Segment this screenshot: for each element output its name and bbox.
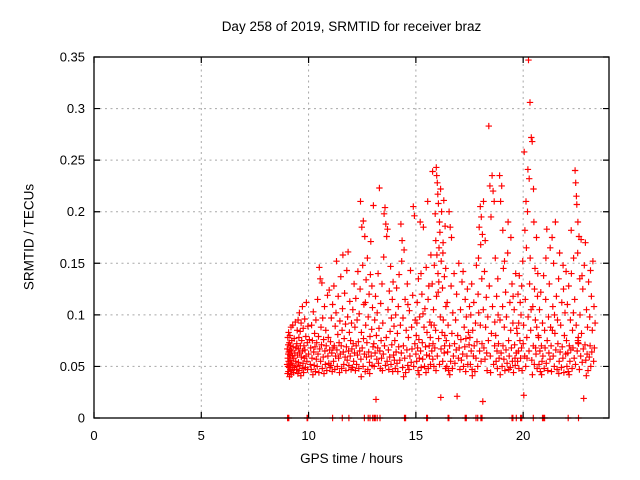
y-axis-label: SRMTID / TECUs bbox=[21, 183, 37, 291]
y-tick-label: 0.05 bbox=[60, 359, 85, 374]
x-axis-label: GPS time / hours bbox=[300, 451, 403, 466]
x-tick-label: 10 bbox=[301, 428, 315, 443]
x-tick-labels: 0 5 10 15 20 bbox=[90, 428, 530, 443]
y-tick-label: 0.35 bbox=[60, 50, 85, 65]
x-tick-label: 5 bbox=[198, 428, 205, 443]
y-tick-label: 0.15 bbox=[60, 256, 85, 271]
y-tick-label: 0.2 bbox=[67, 204, 85, 219]
plot-border bbox=[93, 56, 610, 419]
y-tick-label: 0.3 bbox=[67, 101, 85, 116]
x-tick-label: 0 bbox=[90, 428, 97, 443]
y-tick-label: 0 bbox=[78, 411, 85, 426]
x-tick-label: 15 bbox=[409, 428, 423, 443]
x-tick-label: 20 bbox=[516, 428, 530, 443]
y-tick-labels: 0 0.05 0.1 0.15 0.2 0.25 0.3 0.35 bbox=[60, 50, 85, 426]
chart-title: Day 258 of 2019, SRMTID for receiver bra… bbox=[221, 19, 482, 34]
y-tick-label: 0.25 bbox=[60, 153, 85, 168]
y-tick-label: 0.1 bbox=[67, 307, 85, 322]
